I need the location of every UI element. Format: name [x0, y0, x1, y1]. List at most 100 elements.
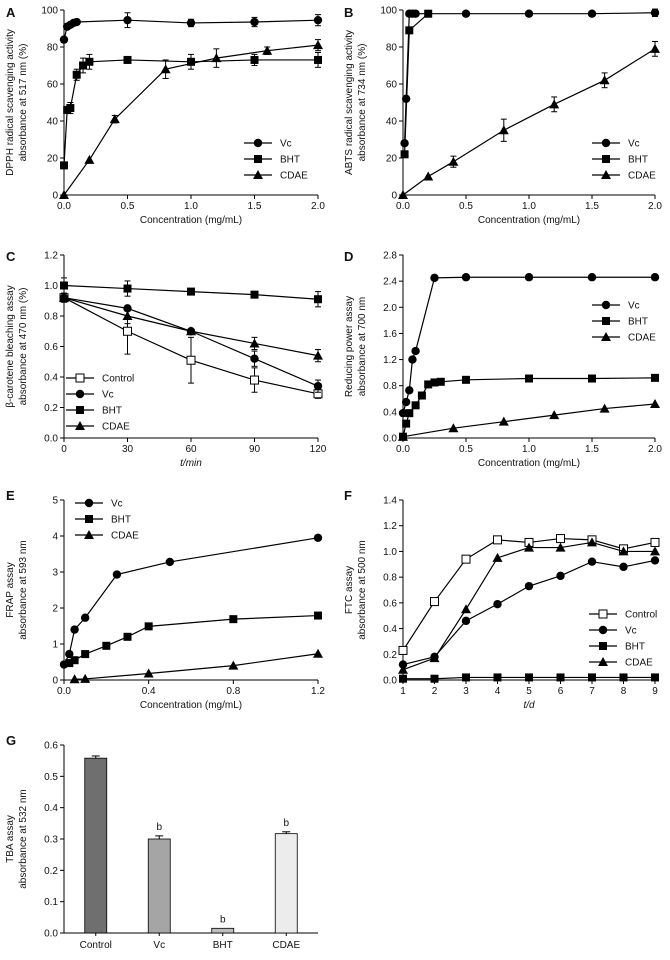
x-tick-label: 90	[249, 444, 261, 455]
x-tick-label: 30	[122, 444, 134, 455]
y-tick-label: 100	[41, 6, 58, 17]
y-tick-label: 1.2	[383, 521, 397, 532]
data-point	[81, 650, 90, 659]
data-point	[60, 161, 68, 170]
legend: Vc BHT CDAE	[244, 139, 308, 182]
data-point	[314, 611, 322, 620]
legend-marker	[601, 300, 611, 310]
legend-marker	[598, 609, 608, 619]
chart-panel-g: 0.0 0.1 0.2 0.3 0.4 0.5 0.6 G TBA assay absorbanc…	[5, 733, 318, 951]
data-point	[411, 9, 420, 18]
series-bht	[400, 9, 433, 159]
y-tick-label: 40	[47, 117, 59, 128]
x-tick-label: 0.0	[57, 201, 71, 212]
y-tick-label: 0.8	[383, 381, 397, 392]
x-tick-label: 0.5	[459, 201, 473, 212]
y-axis-label-line2: absorbance at 532 nm	[18, 789, 29, 889]
series-control	[59, 292, 323, 399]
panel-letter: F	[344, 488, 352, 503]
y-tick-label: 0.6	[44, 342, 58, 353]
x-tick-label: 0.5	[121, 201, 135, 212]
data-point	[313, 381, 323, 391]
legend-label: CDAE	[628, 333, 656, 344]
y-tick-label: 0.4	[44, 373, 58, 384]
data-point	[424, 9, 433, 18]
data-point	[524, 9, 534, 18]
data-point	[59, 190, 69, 199]
data-point	[493, 535, 502, 545]
series-cdae	[59, 292, 323, 363]
data-point	[430, 273, 439, 283]
legend-marker	[601, 332, 611, 341]
data-point	[143, 668, 154, 678]
data-point	[650, 546, 660, 556]
category-label: Control	[80, 940, 112, 951]
data-point	[402, 419, 411, 428]
data-point	[462, 673, 470, 682]
x-tick-label: 0.4	[142, 686, 156, 697]
data-point	[650, 273, 660, 282]
y-tick-label: 2.4	[383, 277, 397, 288]
y-tick-label: 0.2	[44, 403, 58, 414]
data-point	[72, 70, 81, 79]
data-point	[417, 391, 426, 400]
data-point	[599, 75, 610, 85]
panel-letter: B	[344, 5, 353, 20]
data-point	[187, 287, 195, 296]
data-point	[398, 660, 408, 669]
series-line	[63, 537, 319, 665]
legend-marker	[598, 625, 608, 635]
data-point	[250, 55, 259, 64]
x-tick-label: 0.0	[396, 201, 410, 212]
y-tick-label: 0.0	[44, 434, 58, 445]
data-point	[430, 378, 439, 387]
x-tick-label: 2.0	[311, 201, 325, 212]
data-point	[498, 125, 509, 135]
data-point	[66, 104, 75, 113]
data-point	[524, 581, 534, 591]
data-point	[65, 649, 74, 659]
category-label: BHT	[213, 940, 233, 951]
y-tick-label: 0	[52, 191, 58, 202]
data-point	[59, 35, 69, 44]
x-tick-label: 1.5	[248, 201, 262, 212]
data-point	[448, 423, 459, 433]
y-tick-label: 20	[47, 154, 59, 165]
y-tick-label: 0.4	[383, 624, 397, 635]
category-label: Vc	[153, 940, 165, 951]
series-line	[402, 48, 656, 196]
y-tick-label: 1.0	[383, 547, 397, 558]
bar-vc	[147, 838, 171, 934]
chart-panel-f: 0.0 0.2 0.4 0.6 0.8 1.0 1.2 1.4 1 2 3 4 5 6 7 8 9 F FTC as…	[344, 488, 660, 711]
data-point	[314, 295, 322, 304]
x-tick-label: 7	[589, 686, 595, 697]
y-tick-label: 1	[52, 640, 58, 651]
data-point	[525, 673, 533, 682]
legend-label: CDAE	[102, 422, 130, 433]
data-point	[524, 542, 534, 552]
series-bht	[399, 373, 659, 441]
data-point	[461, 9, 471, 18]
data-point	[650, 399, 660, 409]
data-point	[461, 554, 471, 564]
data-point	[556, 534, 565, 544]
series-line	[63, 59, 318, 166]
x-tick-label: 0.5	[459, 444, 473, 455]
legend-marker	[254, 155, 262, 163]
legend-label: BHT	[280, 155, 300, 166]
y-tick-label: 80	[386, 43, 398, 54]
x-tick-label: 3	[463, 686, 469, 697]
data-point	[587, 273, 597, 282]
y-axis-label-line2: absorbance at 734 nm (%)	[357, 44, 368, 162]
data-point	[556, 673, 565, 682]
data-point	[650, 43, 660, 53]
panel-letter: E	[6, 488, 15, 503]
y-tick-label: 1.2	[44, 251, 58, 262]
y-tick-label: 0.0	[44, 929, 58, 940]
x-tick-label: 9	[652, 686, 658, 697]
series-line	[74, 653, 319, 680]
legend-label: BHT	[102, 406, 122, 417]
x-axis-label: t/d	[523, 700, 535, 711]
y-tick-label: 60	[47, 80, 59, 91]
legend-label: BHT	[111, 515, 131, 526]
